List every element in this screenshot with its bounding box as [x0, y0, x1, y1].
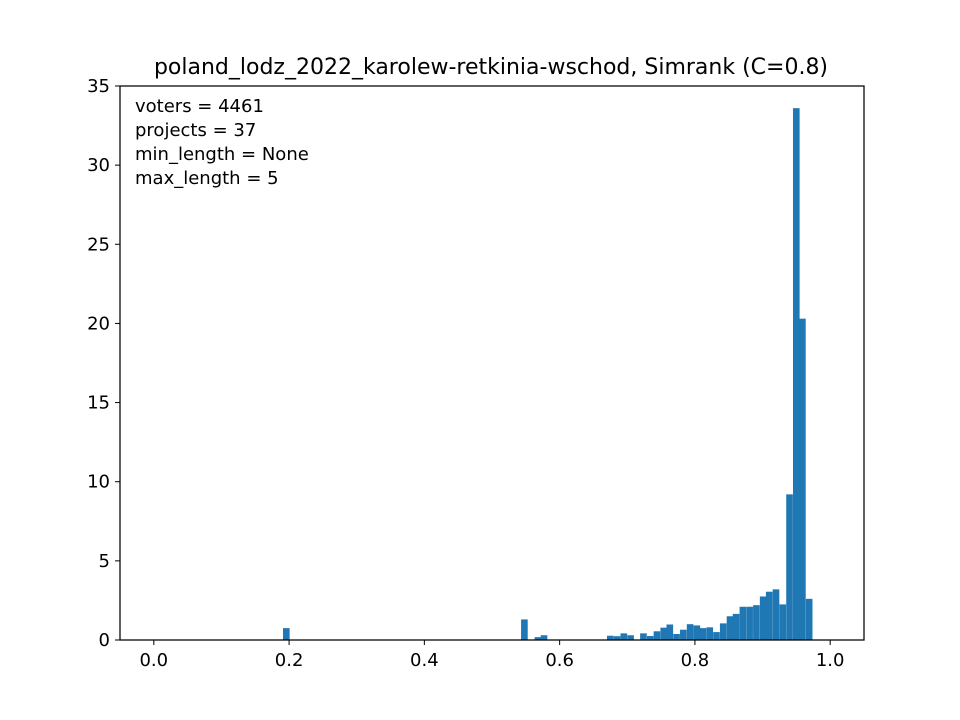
histogram-bar — [640, 633, 647, 640]
histogram-bar — [786, 494, 793, 640]
x-tick-label: 0.8 — [681, 650, 710, 671]
histogram-bar — [719, 623, 727, 640]
y-tick-label: 15 — [87, 393, 110, 414]
histogram-bar — [680, 629, 687, 640]
x-tick-label: 1.0 — [816, 650, 845, 671]
histogram-bar — [521, 619, 528, 640]
histogram-bar — [620, 633, 628, 640]
y-tick-label: 10 — [87, 472, 110, 493]
histogram-bar — [693, 625, 701, 640]
histogram-bar — [713, 632, 720, 640]
annotation-min-length: min_length = None — [135, 144, 309, 165]
x-tick-label: 0.2 — [275, 650, 304, 671]
histogram-bar — [799, 318, 806, 640]
histogram-bar — [779, 604, 787, 640]
histogram-bar — [746, 606, 753, 640]
y-tick-label: 5 — [99, 551, 110, 572]
bars-group — [283, 108, 813, 640]
histogram-bar — [765, 591, 773, 640]
annotation-max-length: max_length = 5 — [135, 168, 279, 189]
chart-title: poland_lodz_2022_karolew-retkinia-wschod… — [154, 55, 828, 80]
histogram-bar — [283, 628, 290, 640]
plot-frame — [119, 85, 865, 641]
histogram-bar — [772, 589, 780, 640]
x-tick-label: 0.0 — [139, 650, 168, 671]
x-tick-label: 0.6 — [545, 650, 574, 671]
x-tick-label: 0.4 — [410, 650, 439, 671]
histogram-bar — [753, 605, 760, 640]
histogram-bar — [673, 633, 680, 640]
histogram-bar — [606, 635, 614, 640]
annotation-voters: voters = 4461 — [135, 96, 264, 117]
histogram-bar — [706, 627, 714, 640]
histogram-bar — [686, 624, 694, 640]
y-tick-label: 30 — [87, 155, 110, 176]
histogram-bar — [666, 624, 674, 640]
y-tick-label: 25 — [87, 234, 110, 255]
histogram-bar — [653, 631, 661, 640]
histogram-bar — [759, 596, 767, 640]
histogram-bar — [739, 606, 747, 640]
histogram-bar — [627, 635, 634, 640]
histogram-bar — [540, 635, 548, 640]
histogram-bar — [660, 627, 668, 640]
y-axis: 0 5 10 15 20 25 30 35 — [87, 76, 120, 651]
x-axis: 0.0 0.2 0.4 0.6 0.8 1.0 — [139, 640, 845, 671]
histogram-bar — [613, 636, 621, 640]
y-tick-label: 20 — [87, 313, 110, 334]
histogram-bar — [726, 616, 734, 640]
histogram-bar — [534, 637, 542, 640]
histogram-bar — [792, 108, 800, 640]
histogram-bar — [699, 628, 707, 640]
histogram-bar — [805, 598, 813, 640]
annotation-projects: projects = 37 — [135, 120, 256, 141]
annotation-box: voters = 4461 projects = 37 min_length =… — [135, 96, 309, 189]
histogram-bar — [732, 613, 740, 640]
y-tick-label: 0 — [99, 630, 110, 651]
histogram-bar — [646, 636, 654, 640]
y-tick-label: 35 — [87, 76, 110, 97]
